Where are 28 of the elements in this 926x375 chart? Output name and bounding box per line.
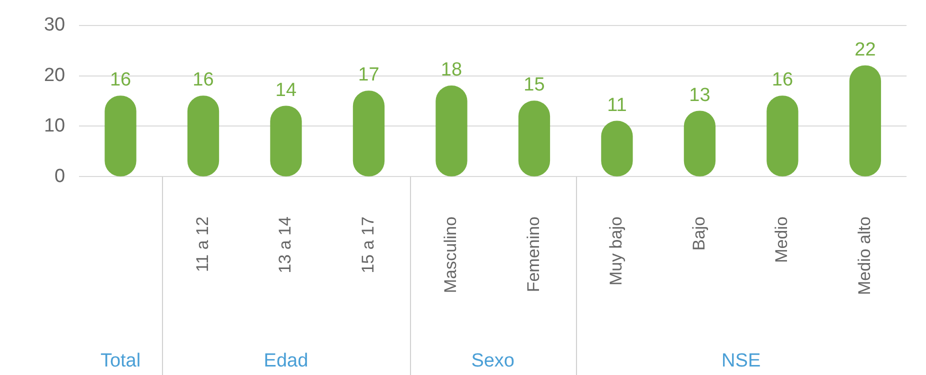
data-label: 22 — [854, 39, 876, 60]
data-label: 16 — [192, 70, 214, 91]
text: Total — [100, 350, 141, 372]
x-tick-label: 15 a 17 — [358, 216, 378, 274]
data-label: 14 — [275, 80, 297, 101]
data-label: 15 — [524, 74, 545, 96]
x-tick-label: Bajo — [689, 216, 708, 251]
text: Edad — [264, 350, 308, 372]
bar — [849, 65, 882, 176]
x-tick-label: Medio alto — [854, 216, 874, 296]
y-tick-label: 0 — [54, 166, 66, 187]
data-label: 17 — [358, 64, 380, 86]
x-tick-label: Medio — [772, 216, 792, 263]
x-tick-label: 11 a 12 — [192, 216, 212, 272]
text: Sexo — [471, 350, 515, 372]
x-tick-label: Muy bajo — [606, 216, 626, 286]
data-label: 16 — [772, 70, 794, 91]
data-label: 16 — [110, 70, 132, 91]
data-label: 11 — [607, 94, 627, 116]
data-label: 13 — [689, 84, 710, 106]
x-tick-label: Masculino — [441, 216, 460, 294]
x-tick-label: Femenino — [524, 216, 543, 292]
y-tick-label: 10 — [44, 115, 66, 136]
y-tick-label: 30 — [44, 14, 66, 36]
y-tick-label: 20 — [44, 65, 66, 86]
x-tick-label: 13 a 14 — [276, 216, 295, 274]
text: NSE — [722, 350, 761, 372]
data-label: 18 — [440, 60, 462, 81]
